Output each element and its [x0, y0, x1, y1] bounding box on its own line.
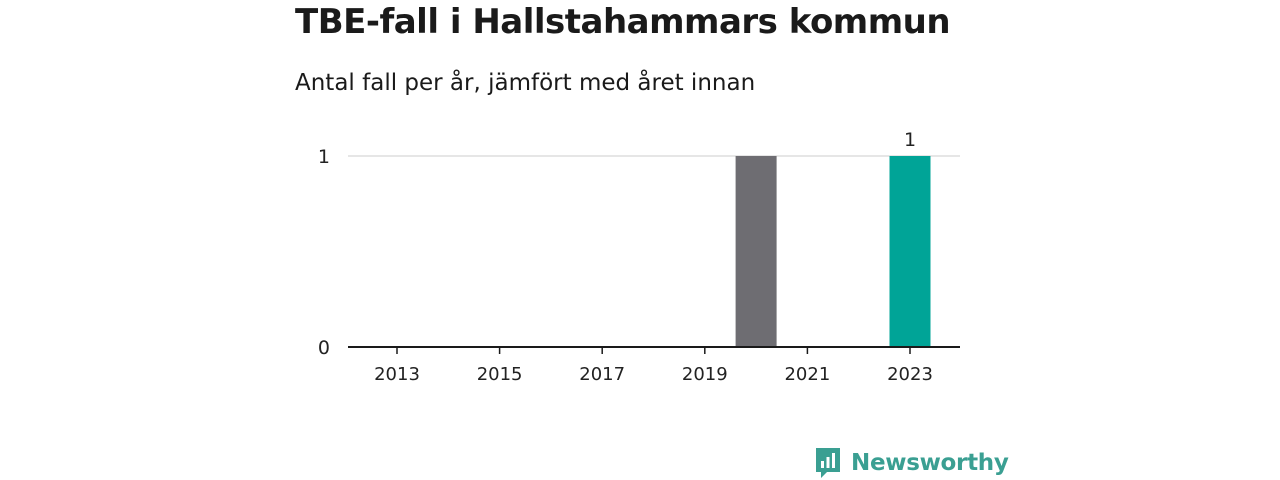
- axes: [348, 346, 960, 354]
- x-tick-label: 2013: [374, 364, 420, 385]
- x-tick-label: 2017: [579, 364, 625, 385]
- bar-2020: [735, 156, 777, 347]
- brand-name: Newsworthy: [851, 450, 1009, 476]
- labels: 0 1 2013 2015 2017 2019 2021 2023 1: [318, 129, 933, 385]
- data-label: 1: [904, 129, 916, 151]
- x-tick-label: 2019: [682, 364, 728, 385]
- x-tick-label: 2015: [477, 364, 523, 385]
- x-tick-label: 2023: [887, 364, 933, 385]
- brand-logo: Newsworthy: [814, 446, 1009, 480]
- x-tick-label: 2021: [784, 364, 830, 385]
- y-tick-label: 1: [318, 146, 330, 168]
- chart-subtitle: Antal fall per år, jämfört med året inna…: [295, 70, 756, 96]
- bar-2023: [889, 156, 931, 347]
- chart-title: TBE-fall i Hallstahammars kommun: [295, 2, 951, 42]
- newsworthy-logo-icon: [816, 448, 840, 478]
- y-tick-label: 0: [318, 337, 330, 359]
- bars: [735, 156, 931, 347]
